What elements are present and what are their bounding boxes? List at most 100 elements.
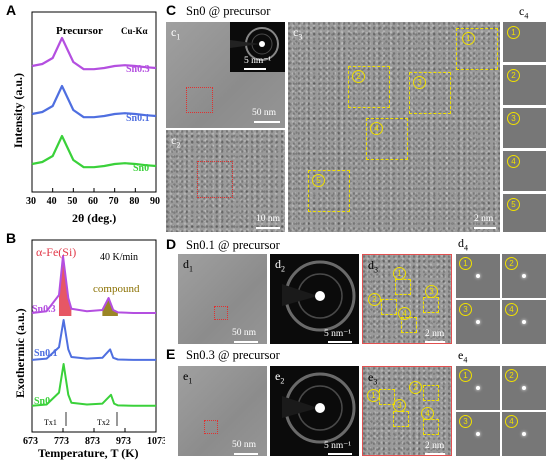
panel-d1-scale: 50 nm — [232, 328, 257, 338]
panel-d3-box-1 — [395, 279, 411, 295]
panel-c2-image: c2 10 nm — [166, 130, 285, 232]
panel-d3-scalebar — [425, 341, 445, 343]
panel-d3-box-3 — [423, 297, 439, 313]
panel-c3-scale: 2 nm — [474, 214, 494, 224]
panel-a-xtick-label-70: 70 — [109, 196, 119, 207]
panel-e3-label: e3 — [368, 370, 378, 387]
panel-c3-box-3 — [409, 72, 451, 114]
panel-c4-tile-4-marker: 4 — [507, 155, 520, 168]
panel-d4-tile-4-marker: 4 — [505, 303, 518, 316]
panel-a-xtick-label-60: 60 — [88, 196, 98, 207]
panel-e1-roi-box — [204, 420, 218, 434]
panel-e4-tile-2-marker: 2 — [505, 369, 518, 382]
panel-c4-tile-2: 2 — [503, 65, 546, 105]
panel-a-xtick-label-50: 50 — [67, 196, 77, 207]
panel-c1-image: c1 5 nm⁻¹ 50 nm — [166, 22, 285, 128]
panel-e-title: Sn0.3 @ precursor — [186, 348, 280, 362]
panel-a-label-sn01: Sn0.1 — [126, 113, 150, 124]
panel-d4-tile-2-spot — [522, 274, 526, 278]
panel-d1-scalebar — [234, 341, 258, 343]
panel-a-series-Sn03 — [31, 36, 157, 71]
panel-c3-box-5 — [308, 170, 350, 212]
panel-c4-tile-2-marker: 2 — [507, 69, 520, 82]
panel-d4-tile-1-marker: 1 — [459, 257, 472, 270]
panel-a-radiation: Cu-Kα — [121, 26, 148, 36]
panel-b-ylabel: Exothermic (a.u.) — [13, 308, 27, 398]
panel-d3-marker-4: 4 — [398, 307, 411, 320]
panel-d4-tile-2: 2 — [502, 254, 546, 298]
panel-d1-image: d1 50 nm — [178, 254, 267, 344]
panel-a-label-sn03: Sn0.3 — [126, 64, 150, 75]
panel-d2-image: d2 5 nm⁻¹ — [270, 254, 359, 344]
panel-b-label-sn0: Sn0 — [34, 396, 50, 407]
panel-a-title: Precursor — [56, 25, 103, 37]
panel-b-rate: 40 K/min — [100, 252, 138, 263]
panel-c3-label: c3 — [293, 25, 303, 42]
panel-e1-scalebar — [234, 453, 258, 455]
panel-e4-tile-4-marker: 4 — [505, 415, 518, 428]
panel-a-xlabel: 2θ (deg.) — [72, 211, 116, 225]
panel-b-series-Sn0 — [31, 363, 156, 407]
panel-d4-label: d4 — [458, 236, 468, 253]
panel-c1-scalebar — [254, 121, 280, 123]
panel-c3-marker-2: 2 — [352, 70, 365, 83]
panel-d-letter: D — [166, 236, 177, 252]
panel-c-letter: C — [166, 2, 177, 18]
panel-e4-tile-1-spot — [476, 386, 480, 390]
panel-d3-box-4 — [401, 317, 417, 333]
panel-d3-image: d3 1 2 3 4 2 nm — [362, 254, 452, 344]
panel-d4-tile-3-spot — [476, 320, 480, 324]
panel-a-series-Sn0 — [31, 134, 157, 169]
panel-a-letter: A — [6, 2, 17, 18]
panel-e3-box-3 — [393, 411, 409, 427]
panel-d3-label: d3 — [368, 258, 378, 275]
panel-d4-tile-4: 4 — [502, 300, 546, 344]
panel-a-xtick-label-80: 80 — [129, 196, 139, 207]
panel-b-tx2: Tx2 — [97, 418, 110, 427]
panel-e1-scale: 50 nm — [232, 440, 257, 450]
panel-c1-saed-inset: 5 nm⁻¹ — [230, 22, 285, 72]
panel-c3-marker-3: 3 — [413, 76, 426, 89]
panel-a-xrd-chart: 30 40 50 60 70 80 90 Precursor Cu-Kα Intensity… — [11, 11, 160, 225]
panel-d4-tile-3-marker: 3 — [459, 303, 472, 316]
panel-e2-scalebar — [328, 453, 352, 455]
panel-c4-tile-3: 3 — [503, 108, 546, 148]
panel-e3-scale: 2 nm — [425, 441, 445, 451]
panel-c1-inset-scalebar — [244, 68, 266, 70]
panel-b-xtick-label-673: 673 — [23, 436, 38, 447]
panel-e4-tile-3-spot — [476, 432, 480, 436]
panel-c4-tile-4: 4 — [503, 151, 546, 191]
panel-b-tx1: Tx1 — [44, 418, 57, 427]
panel-b-compound-label: compound — [93, 283, 140, 295]
panel-c4-tile-5-marker: 5 — [507, 198, 520, 211]
panel-a-series-Sn01 — [31, 84, 157, 119]
panel-b-xtick-label-973: 973 — [116, 436, 131, 447]
panel-d2-scalebar — [328, 341, 352, 343]
panel-e3-box-2 — [423, 385, 439, 401]
panel-b-phase-label: α-Fe(Si) — [36, 245, 76, 259]
panel-c3-image: c3 1 2 3 4 5 2 nm — [288, 22, 500, 232]
panel-e3-image: e3 1 2 3 4 2 nm — [362, 366, 452, 456]
panel-e1-label: e1 — [183, 369, 193, 386]
panel-c1-roi-box — [186, 87, 213, 113]
panel-c3-box-1 — [456, 28, 498, 70]
panel-c1-label: c1 — [171, 25, 181, 42]
panel-e3-box-4 — [423, 419, 439, 435]
panel-e4-tile-2-spot — [522, 386, 526, 390]
panel-c3-marker-1: 1 — [462, 32, 475, 45]
panel-e2-scale: 5 nm⁻¹ — [324, 441, 352, 451]
panel-e4-tile-4-spot — [522, 432, 526, 436]
panel-c3-scalebar — [474, 227, 496, 229]
panel-d1-label: d1 — [183, 257, 193, 274]
panel-e4-tile-1-marker: 1 — [459, 369, 472, 382]
panel-c3-box-2 — [348, 66, 390, 108]
panel-c4-tile-3-marker: 3 — [507, 112, 520, 125]
panel-c1-inset-scale: 5 nm⁻¹ — [244, 56, 272, 66]
panel-e-letter: E — [166, 346, 176, 362]
panel-d4-tile-1-spot — [476, 274, 480, 278]
panel-d4-tile-3: 3 — [456, 300, 500, 344]
panel-c3-marker-5: 5 — [312, 174, 325, 187]
panel-a-ylabel: Intensity (a.u.) — [11, 73, 25, 148]
panel-b-xtick-label-1073: 1073 — [147, 436, 165, 447]
panel-c2-scalebar — [256, 227, 280, 229]
